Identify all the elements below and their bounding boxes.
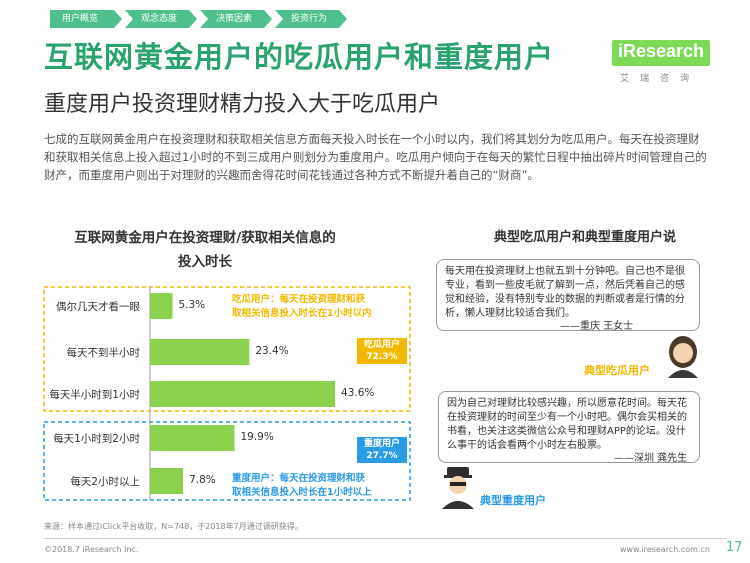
casual-note-line2: 取相关信息投入时长在1小时以内 [232, 308, 372, 319]
category-label-3: 每天1小时到2小时 [53, 433, 140, 445]
quote-casual-text: 每天用在投资理财上也就五到十分钟吧。自己也不是很专业，看到一些皮毛就了解到一点，… [445, 266, 685, 319]
casual-badge-total: 72.3% [366, 352, 398, 362]
page-number: 17 [726, 540, 743, 555]
section-nav: 用户概览 观念态度 决策因素 投资行为 [50, 10, 350, 28]
iresearch-logo: iResearch 艾瑞咨询 [612, 40, 722, 85]
nav-item-overview[interactable]: 用户概览 [50, 10, 122, 28]
category-label-4: 每天2小时以上 [70, 476, 140, 488]
quote-heavy-text: 因为自己对理财比较感兴趣，所以愿意花时间。每天花在投资理财的时间至少有一个小时吧… [447, 398, 687, 451]
group-frame-casual [43, 286, 411, 412]
quote-casual-user: 每天用在投资理财上也就五到十分钟吧。自己也不是很专业，看到一些皮毛就了解到一点，… [436, 259, 700, 331]
value-label-4: 7.8% [189, 474, 216, 486]
chart-title: 互联网黄金用户在投资理财/获取相关信息的投入时长 [74, 230, 336, 270]
woman-avatar-icon [668, 336, 698, 378]
quotes-title: 典型吃瓜用户和典型重度用户说 [493, 230, 676, 245]
casual-note-line1: 吃瓜用户：每天在投资理财和获 [232, 294, 366, 305]
page-title: 互联网黄金用户的吃瓜用户和重度用户 [44, 40, 555, 74]
footer-divider [44, 538, 726, 539]
value-label-0: 5.3% [178, 299, 206, 311]
category-label-2: 每天半小时到1小时 [49, 389, 140, 401]
value-label-2: 43.6% [341, 387, 375, 399]
footer-copyright: ©2018.7 iResearch Inc. [44, 545, 139, 554]
footer-url[interactable]: www.iresearch.com.cn [620, 545, 710, 554]
page-subtitle: 重度用户投资理财精力投入大于吃瓜用户 [44, 92, 441, 117]
man-avatar-icon [442, 467, 474, 509]
group-frame-heavy [43, 421, 411, 501]
persona-heavy-label: 典型重度用户 [480, 494, 546, 507]
nav-item-attitude[interactable]: 观念态度 [125, 10, 197, 28]
casual-badge-name: 吃瓜用户 [363, 340, 400, 350]
logo-background [612, 40, 710, 66]
quote-heavy-user: 因为自己对理财比较感兴趣，所以愿意花时间。每天花在投资理财的时间至少有一个小时吧… [438, 391, 700, 463]
casual-total-badge: 吃瓜用户 72.3% [357, 338, 407, 364]
nav-item-factors[interactable]: 决策因素 [200, 10, 272, 28]
bar-4 [150, 468, 184, 494]
heavy-total-badge: 重度用户 27.7% [357, 437, 407, 463]
bar-3 [150, 425, 235, 451]
bar-1 [150, 339, 250, 365]
quote-casual-signature: ——重庆 王女士 [560, 321, 634, 332]
quote-heavy-signature: ——深圳 龚先生 [614, 453, 688, 464]
heavy-user-note: 重度用户：每天在投资理财和获 取相关信息投入时长在1小时以上 [232, 472, 372, 500]
casual-user-note: 吃瓜用户：每天在投资理财和获 取相关信息投入时长在1小时以内 [232, 293, 372, 321]
value-label-3: 19.9% [240, 431, 274, 443]
heavy-badge-total: 27.7% [366, 451, 398, 461]
category-label-0: 偶尔几天才看一眼 [56, 301, 140, 313]
source-note: 来源：样本通过iClick平台收取，N=748，于2018年7月通过调研获得。 [44, 522, 303, 531]
nav-item-behavior[interactable]: 投资行为 [275, 10, 347, 28]
intro-paragraph: 七成的互联网黄金用户在投资理财和获取相关信息方面每天投入时长在一个小时以内，我们… [44, 132, 707, 182]
value-label-1: 23.4% [255, 345, 289, 357]
heavy-badge-name: 重度用户 [363, 439, 400, 449]
heavy-note-line1: 重度用户：每天在投资理财和获 [232, 473, 366, 484]
category-label-1: 每天不到半小时 [66, 347, 141, 359]
heavy-note-line2: 取相关信息投入时长在1小时以上 [232, 487, 372, 498]
bar-0 [150, 293, 173, 319]
logo-cn-text: 艾瑞咨询 [620, 74, 701, 84]
logo-text: iResearch [618, 41, 705, 61]
bar-2 [150, 381, 336, 407]
persona-casual-label: 典型吃瓜用户 [584, 364, 650, 377]
